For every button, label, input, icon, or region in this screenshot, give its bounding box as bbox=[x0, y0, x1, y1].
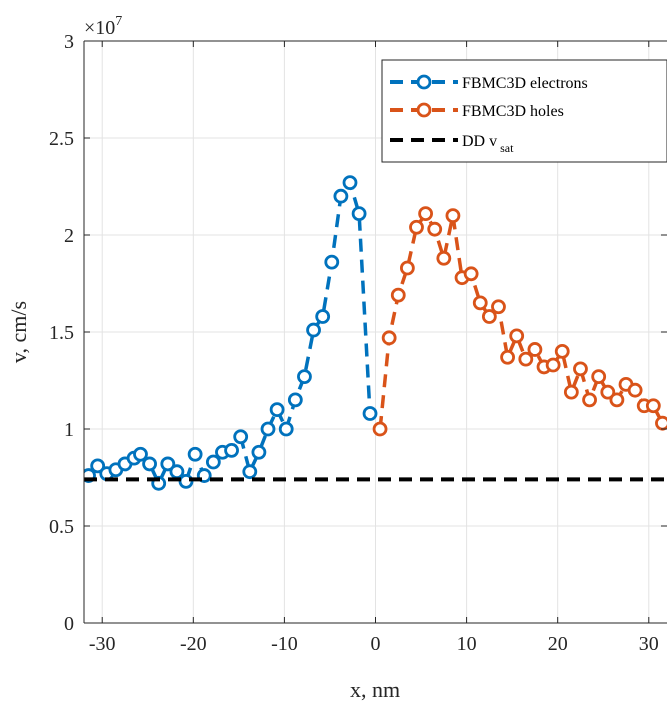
x-axis-label: x, nm bbox=[350, 677, 400, 702]
fbmc3d-electrons-point bbox=[287, 392, 303, 408]
fbmc3d-electrons-point bbox=[224, 442, 239, 458]
legend-swatch-marker bbox=[416, 74, 432, 90]
y-tick-label: 3 bbox=[64, 31, 74, 53]
fbmc3d-holes-point bbox=[563, 384, 579, 400]
fbmc3d-electrons-point bbox=[90, 458, 106, 474]
fbmc3d-holes-point bbox=[600, 384, 616, 400]
y-tick-label: 0.5 bbox=[49, 516, 74, 538]
x-tick-label: -10 bbox=[271, 633, 298, 655]
y-multiplier: ×107 bbox=[84, 14, 122, 39]
y-tick-label: 1 bbox=[64, 419, 74, 441]
y-axis-label: v, cm/s bbox=[6, 301, 31, 363]
fbmc3d-holes-point bbox=[573, 361, 588, 377]
fbmc3d-holes-point bbox=[609, 392, 625, 408]
fbmc3d-holes-point bbox=[527, 342, 543, 357]
fbmc3d-holes-point bbox=[554, 343, 570, 359]
fbmc3d-electrons-point bbox=[133, 446, 148, 462]
y-tick-label: 2 bbox=[64, 225, 74, 247]
fbmc3d-holes-point bbox=[427, 221, 443, 237]
legend-label-fbmc3d-holes: FBMC3D holes bbox=[462, 103, 564, 120]
x-tick-label: 10 bbox=[457, 633, 477, 655]
fbmc3d-electrons-point bbox=[333, 188, 349, 204]
fbmc3d-holes-point bbox=[481, 309, 497, 324]
fbmc3d-holes-point bbox=[418, 206, 434, 222]
fbmc3d-holes-point bbox=[491, 299, 506, 315]
fbmc3d-holes-point bbox=[582, 392, 597, 408]
fbmc3d-electrons-point bbox=[187, 446, 203, 462]
y-tick-label: 0 bbox=[64, 613, 74, 635]
fbmc3d-electrons-point bbox=[278, 421, 294, 437]
legend-label-subscript: sat bbox=[500, 141, 514, 155]
legend-swatch-marker bbox=[416, 102, 432, 118]
y-multiplier-exponent: 7 bbox=[115, 14, 122, 29]
fbmc3d-electrons-point bbox=[315, 309, 331, 324]
fbmc3d-electrons-point bbox=[160, 456, 176, 472]
fbmc3d-electrons-series bbox=[84, 175, 378, 491]
fbmc3d-holes-point bbox=[463, 266, 479, 282]
x-tick-label: 30 bbox=[639, 633, 659, 655]
fbmc3d-holes-point bbox=[436, 250, 452, 266]
fbmc3d-electrons-point bbox=[342, 175, 358, 191]
fbmc3d-electrons-point bbox=[269, 402, 285, 418]
fbmc3d-electrons-point bbox=[233, 429, 249, 445]
fbmc3d-electrons-point bbox=[362, 406, 378, 421]
x-tick-label: -20 bbox=[180, 633, 207, 655]
y-multiplier-base: ×10 bbox=[84, 17, 115, 39]
fbmc3d-holes-series bbox=[372, 206, 667, 437]
x-tick-label: 0 bbox=[371, 633, 381, 655]
x-tick-label: 20 bbox=[548, 633, 568, 655]
fbmc3d-holes-point bbox=[381, 330, 397, 346]
fbmc3d-holes-point bbox=[627, 382, 643, 398]
fbmc3d-holes-point bbox=[545, 357, 561, 373]
fbmc3d-electrons-point bbox=[306, 322, 321, 338]
fbmc3d-electrons-point bbox=[242, 464, 258, 480]
legend-label-fbmc3d-electrons: FBMC3D electrons bbox=[462, 75, 588, 92]
fbmc3d-electrons-point bbox=[205, 454, 221, 470]
fbmc3d-electrons-point bbox=[351, 206, 367, 222]
fbmc3d-holes-point bbox=[372, 421, 388, 437]
axis-ticks bbox=[84, 40, 667, 624]
fbmc3d-holes-point bbox=[472, 295, 488, 311]
y-tick-label: 2.5 bbox=[49, 128, 74, 150]
fbmc3d-holes-point bbox=[509, 328, 525, 344]
fbmc3d-holes-point bbox=[518, 351, 534, 367]
fbmc3d-electrons-point bbox=[251, 444, 267, 460]
tick-labels: -30 -20 -10 0 10 20 30 0 0.5 1 1.5 2 2.5 3 bbox=[49, 31, 659, 655]
series-layer bbox=[84, 175, 667, 491]
fbmc3d-electrons-point bbox=[142, 456, 157, 472]
fbmc3d-holes-point bbox=[500, 349, 515, 365]
fbmc3d-holes-point bbox=[645, 398, 661, 414]
fbmc3d-electrons-point bbox=[324, 254, 340, 270]
fbmc3d-electrons-point bbox=[297, 369, 312, 385]
fbmc3d-holes-point bbox=[591, 369, 607, 385]
fbmc3d-holes-point bbox=[409, 219, 424, 235]
fbmc3d-holes-point bbox=[655, 415, 667, 431]
fbmc3d-electrons-point bbox=[260, 421, 276, 437]
fbmc3d-holes-point bbox=[390, 287, 406, 303]
fbmc3d-holes-point bbox=[445, 208, 461, 224]
x-tick-label: -30 bbox=[89, 633, 116, 655]
y-tick-label: 1.5 bbox=[49, 322, 74, 344]
fbmc3d-holes-point bbox=[399, 260, 415, 276]
